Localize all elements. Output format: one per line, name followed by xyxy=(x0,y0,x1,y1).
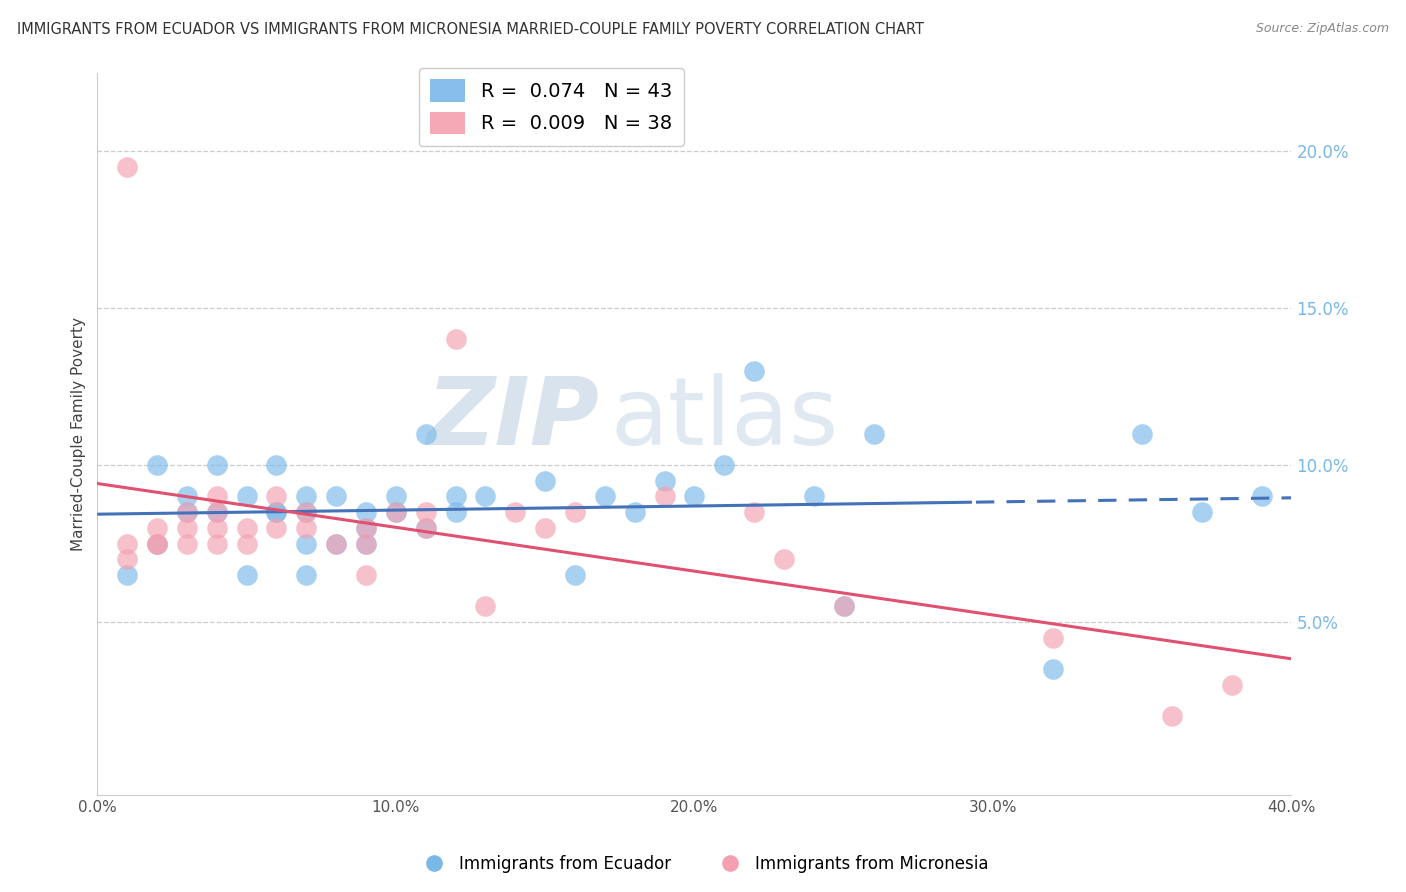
Legend: R =  0.074   N = 43, R =  0.009   N = 38: R = 0.074 N = 43, R = 0.009 N = 38 xyxy=(419,68,683,145)
Point xyxy=(205,521,228,535)
Point xyxy=(444,333,467,347)
Point xyxy=(385,505,408,519)
Point xyxy=(832,599,855,614)
Point xyxy=(176,505,198,519)
Point xyxy=(176,536,198,550)
Point xyxy=(564,568,586,582)
Point xyxy=(266,505,288,519)
Point xyxy=(325,490,347,504)
Point xyxy=(146,536,169,550)
Point xyxy=(354,536,377,550)
Point xyxy=(415,521,437,535)
Point xyxy=(683,490,706,504)
Point xyxy=(1161,709,1184,723)
Point xyxy=(235,521,257,535)
Point xyxy=(1220,678,1243,692)
Point xyxy=(205,458,228,472)
Point xyxy=(534,521,557,535)
Text: Source: ZipAtlas.com: Source: ZipAtlas.com xyxy=(1256,22,1389,36)
Point xyxy=(115,552,138,566)
Point xyxy=(205,490,228,504)
Point xyxy=(385,490,408,504)
Point xyxy=(474,599,496,614)
Point xyxy=(354,521,377,535)
Point xyxy=(444,505,467,519)
Text: ZIP: ZIP xyxy=(426,373,599,465)
Point xyxy=(235,568,257,582)
Text: IMMIGRANTS FROM ECUADOR VS IMMIGRANTS FROM MICRONESIA MARRIED-COUPLE FAMILY POVE: IMMIGRANTS FROM ECUADOR VS IMMIGRANTS FR… xyxy=(17,22,924,37)
Point xyxy=(1191,505,1213,519)
Point xyxy=(295,505,318,519)
Point xyxy=(325,536,347,550)
Point xyxy=(176,521,198,535)
Point xyxy=(742,505,765,519)
Point xyxy=(415,426,437,441)
Point xyxy=(354,505,377,519)
Point xyxy=(115,568,138,582)
Point xyxy=(832,599,855,614)
Point xyxy=(474,490,496,504)
Point xyxy=(205,536,228,550)
Point xyxy=(354,536,377,550)
Point xyxy=(295,536,318,550)
Point xyxy=(146,536,169,550)
Point xyxy=(742,364,765,378)
Point xyxy=(146,521,169,535)
Point xyxy=(266,505,288,519)
Point xyxy=(266,521,288,535)
Point xyxy=(385,505,408,519)
Y-axis label: Married-Couple Family Poverty: Married-Couple Family Poverty xyxy=(72,317,86,550)
Point xyxy=(295,568,318,582)
Point xyxy=(354,521,377,535)
Point xyxy=(773,552,796,566)
Point xyxy=(205,505,228,519)
Point xyxy=(325,536,347,550)
Point xyxy=(235,490,257,504)
Point xyxy=(295,490,318,504)
Point xyxy=(415,521,437,535)
Point xyxy=(115,536,138,550)
Point xyxy=(444,490,467,504)
Point xyxy=(266,458,288,472)
Point xyxy=(713,458,735,472)
Point xyxy=(235,536,257,550)
Point xyxy=(654,474,676,488)
Point xyxy=(295,505,318,519)
Point xyxy=(176,505,198,519)
Point xyxy=(1042,662,1064,676)
Point xyxy=(803,490,825,504)
Text: atlas: atlas xyxy=(610,373,839,465)
Point xyxy=(534,474,557,488)
Point xyxy=(415,505,437,519)
Point xyxy=(176,490,198,504)
Point xyxy=(593,490,616,504)
Point xyxy=(205,505,228,519)
Point xyxy=(295,521,318,535)
Point xyxy=(503,505,526,519)
Point xyxy=(1130,426,1153,441)
Point xyxy=(266,490,288,504)
Point xyxy=(115,160,138,174)
Point xyxy=(146,536,169,550)
Point xyxy=(1250,490,1272,504)
Point xyxy=(146,458,169,472)
Point xyxy=(862,426,884,441)
Point xyxy=(354,568,377,582)
Point xyxy=(1042,631,1064,645)
Legend: Immigrants from Ecuador, Immigrants from Micronesia: Immigrants from Ecuador, Immigrants from… xyxy=(411,848,995,880)
Point xyxy=(623,505,645,519)
Point xyxy=(654,490,676,504)
Point xyxy=(564,505,586,519)
